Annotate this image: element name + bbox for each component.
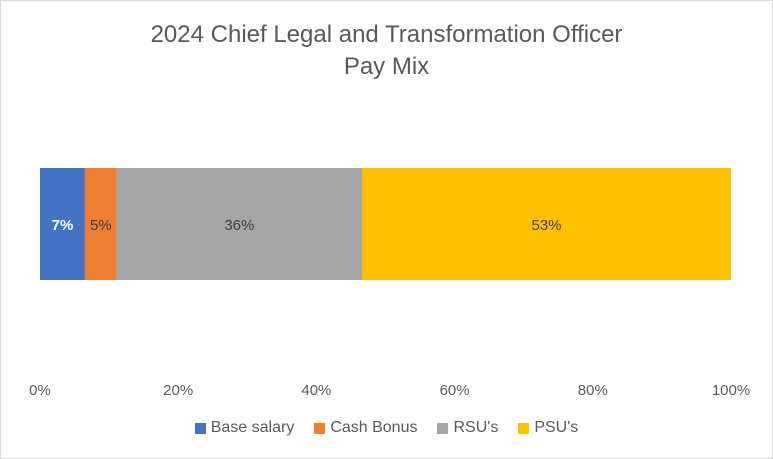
legend-item-2: RSU's	[437, 419, 498, 437]
chart-title: 2024 Chief Legal and Transformation Offi…	[1, 19, 772, 83]
bar-segment-1	[84, 168, 117, 280]
bar-segment-0	[40, 168, 85, 280]
legend-swatch-0	[194, 422, 206, 434]
legend-item-3: PSU's	[518, 419, 578, 437]
bar-segment-2	[116, 168, 363, 280]
legend-swatch-3	[518, 422, 530, 434]
legend-label-0: Base salary	[210, 419, 295, 436]
legend-item-0: Base salary	[194, 419, 295, 437]
x-tick-label-0: 0%	[29, 382, 51, 399]
x-tick-label-1: 20%	[163, 382, 193, 399]
data-label-3: 53%	[531, 217, 561, 234]
legend-swatch-2	[437, 422, 449, 434]
data-label-0: 7%	[52, 217, 74, 234]
legend: Base salary Cash Bonus RSU's PSU's	[1, 419, 772, 437]
legend-swatch-1	[314, 422, 326, 434]
x-tick-label-2: 40%	[301, 382, 331, 399]
x-tick-label-5: 100%	[712, 382, 750, 399]
data-label-1: 5%	[90, 217, 112, 234]
x-tick-label-4: 80%	[578, 382, 608, 399]
legend-item-1: Cash Bonus	[314, 419, 417, 437]
bar-segment-3	[362, 168, 731, 280]
chart-title-line-2: Pay Mix	[343, 53, 430, 80]
x-tick-label-3: 60%	[440, 382, 470, 399]
data-label-2: 36%	[224, 217, 254, 234]
chart-title-line-1: 2024 Chief Legal and Transformation Offi…	[150, 21, 623, 48]
legend-label-3: PSU's	[534, 419, 579, 436]
legend-label-1: Cash Bonus	[330, 419, 418, 436]
legend-label-2: RSU's	[453, 419, 499, 436]
